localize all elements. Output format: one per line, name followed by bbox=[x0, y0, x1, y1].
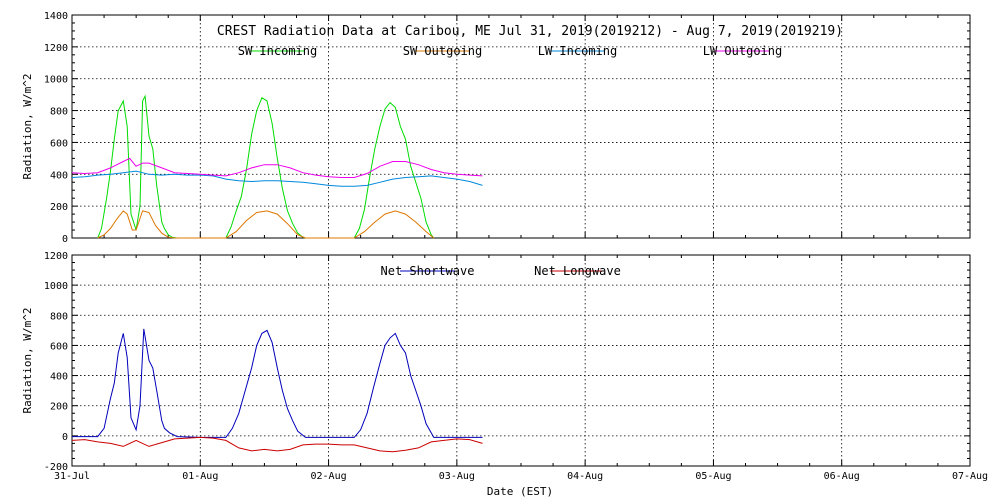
top-legend-label: SW Incoming bbox=[238, 44, 317, 58]
bottom-y-tick-label: 1200 bbox=[44, 251, 68, 262]
top-legend-label: SW Outgoing bbox=[403, 44, 482, 58]
bottom-series-net-longwave bbox=[71, 436, 483, 453]
x-axis-label: Date (EST) bbox=[487, 485, 553, 498]
top-y-tick-label: 200 bbox=[50, 202, 68, 213]
x-tick-label: 07-Aug bbox=[952, 471, 988, 482]
bottom-y-tick-label: -200 bbox=[44, 462, 68, 473]
top-series-lw-outgoing bbox=[71, 157, 483, 178]
top-legend-label: LW Outgoing bbox=[703, 44, 782, 58]
bottom-plot-frame bbox=[71, 254, 971, 467]
x-tick-label: 06-Aug bbox=[824, 471, 860, 482]
top-y-axis-label: Radiation, W/m^2 bbox=[21, 74, 34, 180]
top-y-tick-label: 1200 bbox=[44, 43, 68, 54]
top-series-lw-incoming bbox=[71, 170, 483, 187]
top-plot-frame bbox=[71, 14, 971, 239]
bottom-legend-label: Net Shortwave bbox=[381, 264, 475, 278]
bottom-y-tick-label: 400 bbox=[50, 372, 68, 383]
bottom-panel: -200 0 200 400 600 800 1000 1200 31-Jul 01-Aug 02-… bbox=[21, 251, 988, 482]
bottom-series-net-shortwave bbox=[72, 328, 483, 438]
top-y-tick-label: 600 bbox=[50, 138, 68, 149]
bottom-y-axis-label: Radiation, W/m^2 bbox=[21, 308, 34, 414]
chart-title: CREST Radiation Data at Caribou, ME Jul … bbox=[217, 24, 843, 39]
bottom-y-tick-label: 800 bbox=[50, 311, 68, 322]
x-tick-label: 31-Jul bbox=[54, 471, 90, 482]
top-series-sw-outgoing bbox=[97, 210, 435, 239]
top-panel: 0 200 400 600 800 1000 1200 1400 Radiation, W/m^… bbox=[21, 11, 971, 245]
x-tick-label: 03-Aug bbox=[439, 471, 475, 482]
top-y-tick-label: 400 bbox=[50, 170, 68, 181]
bottom-y-tick-label: 200 bbox=[50, 402, 68, 413]
top-y-tick-label: 1000 bbox=[44, 75, 68, 86]
top-y-tick-label: 1400 bbox=[44, 11, 68, 22]
bottom-y-tick-label: 1000 bbox=[44, 281, 68, 292]
x-tick-label: 04-Aug bbox=[567, 471, 603, 482]
top-series-sw-incoming bbox=[97, 94, 435, 239]
top-legend-label: LW Incoming bbox=[538, 44, 617, 58]
x-tick-label: 02-Aug bbox=[311, 471, 347, 482]
bottom-y-tick-label: 600 bbox=[50, 341, 68, 352]
x-tick-label: 05-Aug bbox=[695, 471, 731, 482]
x-tick-label: 01-Aug bbox=[182, 471, 218, 482]
top-y-tick-label: 0 bbox=[62, 234, 68, 245]
bottom-y-tick-label: 0 bbox=[62, 432, 68, 443]
bottom-legend-label: Net Longwave bbox=[534, 264, 621, 278]
top-y-tick-label: 800 bbox=[50, 107, 68, 118]
